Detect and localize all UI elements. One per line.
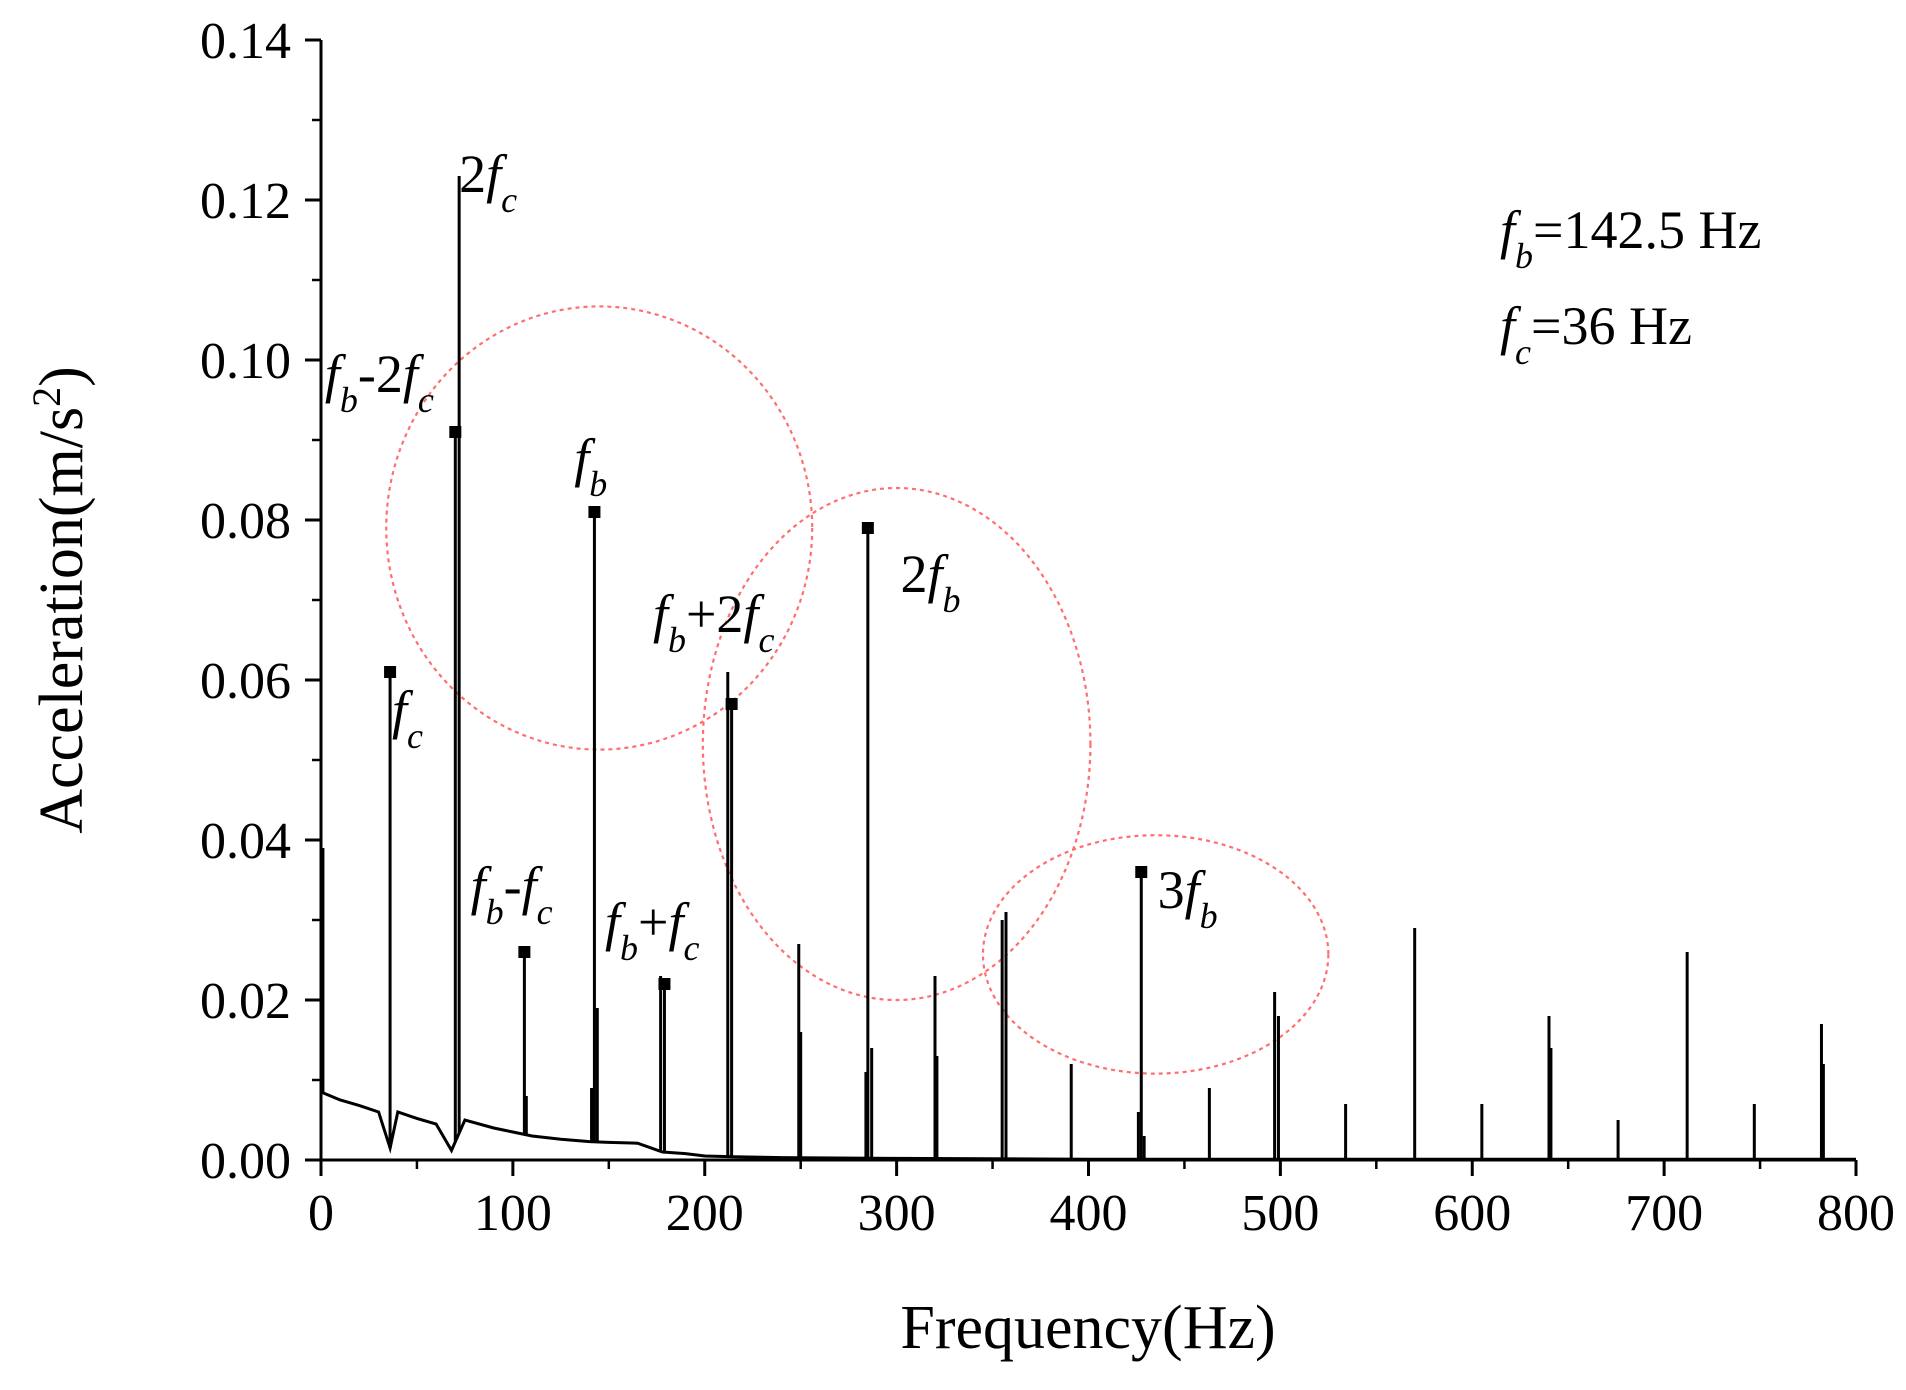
y-tick-label: 0.02 — [200, 973, 291, 1030]
peak-marker — [1135, 866, 1148, 878]
y-tick-label: 0.06 — [200, 653, 291, 710]
peak-annotation: fb+2fc — [653, 584, 775, 660]
y-tick-label: 0.14 — [200, 13, 291, 70]
x-tick-label: 600 — [1433, 1185, 1511, 1242]
x-tick-label: 400 — [1050, 1185, 1128, 1242]
x-tick-label: 300 — [858, 1185, 936, 1242]
peak-marker — [384, 666, 397, 678]
peak-annotation: 2fb — [900, 544, 960, 620]
x-tick-label: 0 — [308, 1185, 334, 1242]
parameter-entry: fc=36 Hz — [1500, 296, 1692, 372]
peak-annotation: 2fc — [459, 144, 517, 220]
y-tick-label: 0.00 — [200, 1133, 291, 1190]
x-axis-title: Frequency(Hz) — [900, 1294, 1275, 1362]
peak-annotation: fb — [574, 428, 607, 504]
peak-marker — [725, 698, 738, 710]
parameter-entry: fb=142.5 Hz — [1500, 200, 1761, 276]
peak-marker — [658, 978, 671, 990]
highlight-circle — [385, 305, 814, 751]
peak-annotation: fb+fc — [605, 892, 700, 968]
y-tick-label: 0.08 — [200, 493, 291, 550]
y-axis-title: Acceleration(m/s2) — [24, 366, 97, 834]
y-tick-label: 0.10 — [200, 333, 291, 390]
x-tick-label: 800 — [1817, 1185, 1895, 1242]
spectrum-baseline — [320, 1090, 1856, 1161]
highlight-circle — [701, 486, 1092, 1002]
y-tick-label: 0.12 — [200, 173, 291, 230]
axis-ticks: 0 100 200 300 400 500 600 700 800 0.00 0.02 0.04 0.0… — [200, 13, 1895, 1242]
peak-marker — [861, 522, 874, 534]
highlight-circle — [981, 834, 1330, 1075]
x-tick-label: 100 — [474, 1185, 552, 1242]
y-tick-label: 0.04 — [200, 813, 291, 870]
parameter-legend: fb=142.5 Hz fc=36 Hz — [1500, 200, 1761, 372]
peak-annotation: fc — [392, 680, 423, 756]
x-tick-label: 700 — [1625, 1185, 1703, 1242]
x-tick-label: 500 — [1241, 1185, 1319, 1242]
peak-marker — [518, 946, 531, 958]
spectrum-series — [320, 176, 1856, 1161]
peak-marker — [588, 506, 601, 518]
peak-annotation: fb-2fc — [325, 344, 434, 420]
peak-annotation: fb-fc — [471, 856, 553, 932]
peak-annotation: 3fb — [1158, 860, 1218, 936]
x-tick-label: 200 — [666, 1185, 744, 1242]
highlight-circles — [385, 305, 1330, 1075]
